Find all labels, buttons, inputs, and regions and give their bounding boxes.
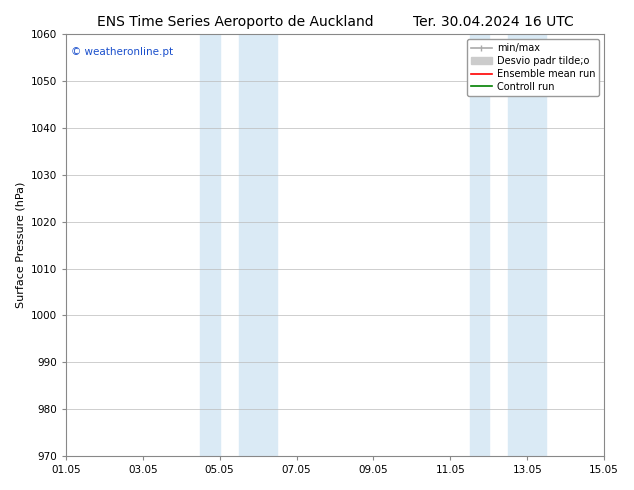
Title: ENS Time Series Aeroporto de Auckland         Ter. 30.04.2024 16 UTC: ENS Time Series Aeroporto de Auckland Te… [96,15,573,29]
Legend: min/max, Desvio padr tilde;o, Ensemble mean run, Controll run: min/max, Desvio padr tilde;o, Ensemble m… [467,39,599,96]
Bar [508,34,547,456]
Y-axis label: Surface Pressure (hPa): Surface Pressure (hPa) [15,182,25,308]
Text: © weatheronline.pt: © weatheronline.pt [71,47,173,57]
Bar [239,34,277,456]
Bar [470,34,489,456]
Bar [200,34,219,456]
